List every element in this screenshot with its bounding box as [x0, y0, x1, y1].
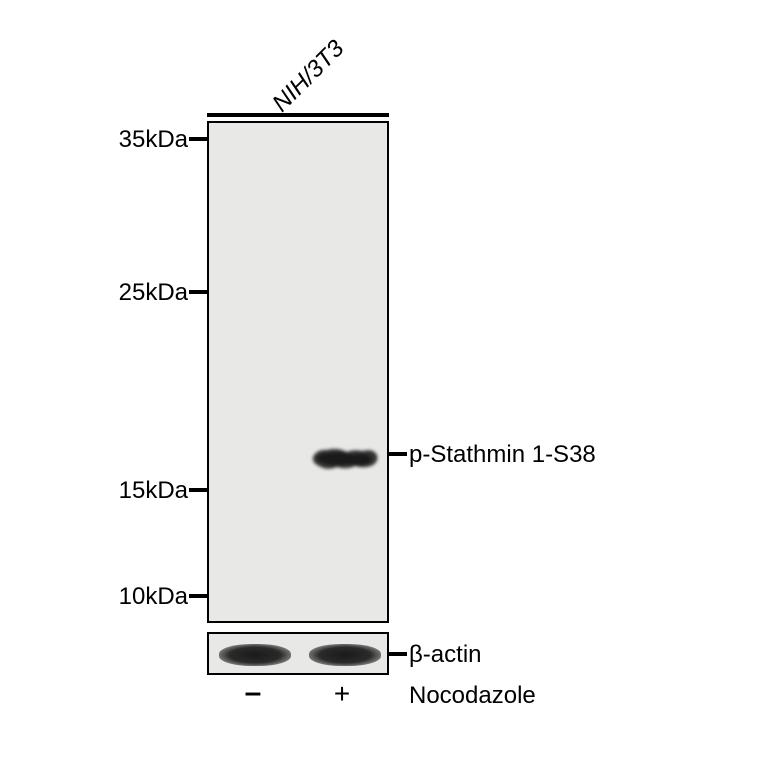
beta-actin-label-text: β-actin	[409, 641, 482, 668]
mw-marker-10kda: 10kDa	[119, 583, 188, 611]
western-blot-figure: NIH/3T3 35kDa 25kDa 15kDa 10kDa	[0, 0, 764, 764]
beta-actin-band-lane2	[309, 644, 381, 666]
treatment-name: Nocodazole	[409, 682, 536, 710]
beta-actin-label: β-actin	[409, 641, 482, 669]
sample-label: NIH/3T3	[267, 35, 350, 118]
treatment-lane2-plus: +	[322, 678, 362, 710]
treatment-symbol: –	[245, 676, 262, 709]
mw-marker-25kda: 25kDa	[119, 279, 188, 307]
p-stathmin-label: p-Stathmin 1-S38	[409, 441, 596, 469]
main-blot-panel	[207, 121, 389, 623]
mw-tick-25kda	[189, 290, 207, 294]
beta-actin-tick	[389, 652, 407, 656]
sample-label-text: NIH/3T3	[267, 35, 349, 117]
mw-tick-35kda	[189, 137, 207, 141]
mw-marker-label: 25kDa	[119, 279, 188, 306]
mw-marker-15kda: 15kDa	[119, 477, 188, 505]
mw-tick-10kda	[189, 594, 207, 598]
treatment-symbol: +	[334, 678, 350, 709]
sample-bracket-line	[207, 113, 389, 117]
beta-actin-blot-panel	[207, 632, 389, 675]
mw-marker-label: 15kDa	[119, 477, 188, 504]
p-stathmin-label-text: p-Stathmin 1-S38	[409, 441, 596, 468]
p-stathmin-band	[309, 443, 381, 473]
p-stathmin-tick	[389, 452, 407, 456]
mw-marker-label: 10kDa	[119, 583, 188, 610]
mw-tick-15kda	[189, 488, 207, 492]
treatment-lane1-minus: –	[233, 676, 273, 710]
mw-marker-35kda: 35kDa	[119, 126, 188, 154]
treatment-name-text: Nocodazole	[409, 682, 536, 709]
mw-marker-label: 35kDa	[119, 126, 188, 153]
beta-actin-band-lane1	[219, 644, 291, 666]
